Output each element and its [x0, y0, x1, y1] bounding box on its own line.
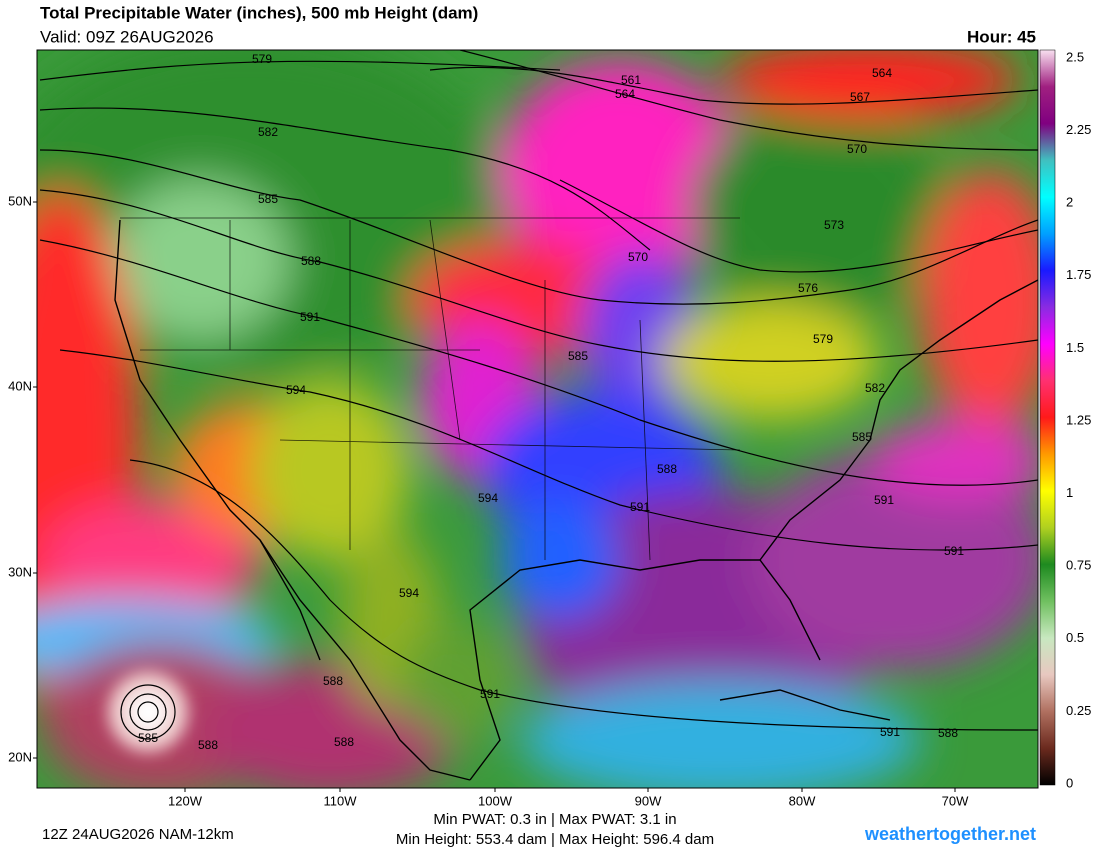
contour-label: 591 — [480, 687, 500, 701]
contour-label: 591 — [300, 310, 320, 324]
colorbar-label: 0 — [1066, 775, 1073, 790]
contour-label: 588 — [334, 735, 354, 749]
valid-time: Valid: 09Z 26AUG2026 — [40, 27, 214, 46]
colorbar-label: 1 — [1066, 485, 1073, 500]
colorbar-label: 1.5 — [1066, 340, 1084, 355]
colorbar — [1039, 49, 1056, 786]
contour-label: 588 — [938, 726, 958, 740]
colorbar-label: 1.75 — [1066, 267, 1091, 282]
forecast-hour: Hour: 45 — [967, 27, 1036, 46]
height-contours — [39, 50, 1038, 740]
contour-label: 582 — [258, 125, 278, 139]
pwat-range: Min PWAT: 0.3 in | Max PWAT: 3.1 in — [433, 811, 676, 828]
contour-label: 567 — [850, 90, 870, 104]
contour-label: 591 — [630, 500, 650, 514]
latitude-label: 20N — [8, 749, 32, 764]
longitude-label: 80W — [789, 793, 816, 808]
contour-label: 579 — [252, 52, 272, 66]
contour-label: 594 — [478, 491, 498, 505]
latitude-label: 40N — [8, 378, 32, 393]
contour-label: 579 — [813, 332, 833, 346]
borders — [120, 217, 741, 561]
contour-label: 585 — [138, 731, 158, 745]
contour-label: 564 — [872, 66, 892, 80]
contour-label: 588 — [301, 254, 321, 268]
site-credit: weathertogether.net — [864, 824, 1036, 844]
contour-label: 591 — [880, 725, 900, 739]
colorbar-label: 2.5 — [1066, 49, 1084, 64]
contour-label: 576 — [798, 281, 818, 295]
contour-label: 561 — [621, 73, 641, 87]
contour-label: 588 — [198, 738, 218, 752]
coastlines — [114, 219, 1038, 781]
contour-label: 585 — [852, 430, 872, 444]
model-run: 12Z 24AUG2026 NAM-12km — [42, 826, 234, 843]
longitude-label: 120W — [168, 793, 203, 808]
map-frame — [36, 49, 1039, 789]
title: Total Precipitable Water (inches), 500 m… — [40, 3, 478, 22]
contour-label: 594 — [286, 383, 306, 397]
colorbar-label: 0.5 — [1066, 630, 1084, 645]
map — [37, 50, 1038, 788]
height-range: Min Height: 553.4 dam | Max Height: 596.… — [396, 831, 714, 848]
contour-label: 588 — [657, 462, 677, 476]
colorbar-label: 2 — [1066, 195, 1073, 210]
colorbar-label: 2.25 — [1066, 122, 1091, 137]
colorbar-label: 0.25 — [1066, 703, 1091, 718]
longitude-label: 100W — [478, 793, 513, 808]
latitude-label: 30N — [8, 564, 32, 579]
longitude-label: 90W — [635, 793, 662, 808]
colorbar-label: 0.75 — [1066, 558, 1091, 573]
contour-label: 594 — [399, 586, 419, 600]
contour-label: 588 — [323, 674, 343, 688]
contour-label: 570 — [847, 142, 867, 156]
contour-label: 573 — [824, 218, 844, 232]
contour-label: 591 — [944, 544, 964, 558]
contour-label: 591 — [874, 493, 894, 507]
contour-label: 582 — [865, 381, 885, 395]
contour-label: 570 — [628, 250, 648, 264]
contour-label: 564 — [615, 87, 635, 101]
contour-label: 585 — [258, 192, 278, 206]
colorbar-label: 1.25 — [1066, 412, 1091, 427]
longitude-label: 70W — [942, 793, 969, 808]
contour-label: 585 — [568, 349, 588, 363]
longitude-label: 110W — [324, 793, 358, 808]
latitude-label: 50N — [8, 193, 32, 208]
